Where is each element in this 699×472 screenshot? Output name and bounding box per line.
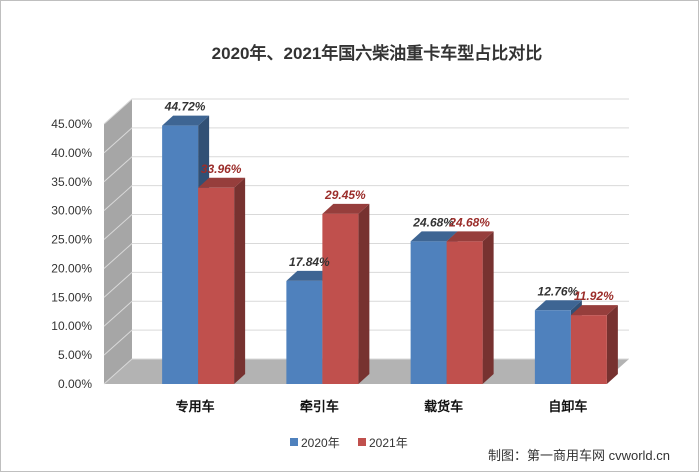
bar — [446, 231, 494, 384]
gridline — [103, 98, 629, 125]
legend-label: 2021年 — [369, 436, 408, 450]
bar-front — [162, 125, 199, 385]
y-tick-label: 40.00% — [51, 146, 92, 160]
data-label: 24.68% — [412, 215, 454, 229]
y-tick-label: 45.00% — [51, 117, 92, 131]
x-category-label: 自卸车 — [548, 399, 587, 414]
bar-top — [570, 305, 618, 316]
y-tick-label: 5.00% — [58, 348, 92, 362]
y-tick-label: 35.00% — [51, 175, 92, 189]
side-wall — [104, 99, 132, 384]
bar-top — [322, 203, 370, 214]
x-axis-categories: 专用车 牵引车 载货车 自卸车 — [176, 399, 588, 414]
y-tick-label: 0.00% — [58, 377, 92, 391]
bar-front — [534, 310, 571, 384]
bar-front — [286, 280, 323, 384]
bar-top — [162, 115, 210, 126]
gridline — [103, 214, 629, 240]
bar-top — [534, 300, 582, 311]
bar-side — [234, 177, 246, 384]
bar-front — [410, 241, 447, 384]
data-label: 33.96% — [201, 162, 242, 176]
data-labels: 44.72% 33.96% 17.84% 29.45% 24.68%24.68% 12.7… — [164, 100, 614, 304]
bar-top — [286, 270, 334, 281]
x-category-label: 牵引车 — [300, 399, 339, 414]
data-label: 17.84% — [289, 255, 330, 269]
y-tick-label: 10.00% — [51, 319, 92, 333]
data-label: 24.68% — [448, 215, 490, 229]
x-category-label: 专用车 — [176, 399, 215, 414]
y-axis-ticks: 0.00% 5.00% 10.00% 15.00% 20.00% 25.00% 30.00%… — [51, 117, 92, 391]
y-tick-label: 30.00% — [51, 204, 92, 218]
legend: 2020年 2021年 — [290, 436, 408, 450]
bar-top — [446, 231, 494, 242]
chart-title: 2020年、2021年国六柴油重卡车型占比对比 — [212, 43, 543, 63]
legend-label: 2020年 — [301, 436, 340, 450]
bar-front — [446, 241, 483, 384]
bar — [198, 177, 246, 384]
bar-side — [358, 203, 370, 384]
bars — [162, 115, 618, 385]
data-label: 29.45% — [324, 188, 366, 202]
credit-text: 制图：第一商用车网 cvworld.cn — [488, 448, 670, 463]
data-label: 44.72% — [164, 100, 206, 114]
gridline — [103, 185, 629, 212]
bar — [322, 203, 370, 384]
bar-top — [198, 177, 246, 188]
x-category-label: 载货车 — [424, 399, 463, 414]
bar-front — [198, 187, 235, 384]
y-tick-label: 15.00% — [51, 290, 92, 304]
gridline — [103, 127, 629, 154]
bar-front — [570, 315, 607, 384]
y-tick-label: 25.00% — [51, 233, 92, 247]
bar-side — [482, 231, 494, 384]
gridline — [103, 156, 629, 183]
bar-top — [410, 231, 458, 242]
data-label: 12.76% — [538, 284, 579, 298]
data-label: 11.92% — [574, 289, 614, 303]
bar-side — [606, 305, 618, 384]
bar-front — [322, 213, 359, 384]
y-tick-label: 20.00% — [51, 261, 92, 275]
legend-swatch — [358, 438, 366, 446]
legend-swatch — [290, 438, 298, 446]
bar — [570, 305, 618, 384]
